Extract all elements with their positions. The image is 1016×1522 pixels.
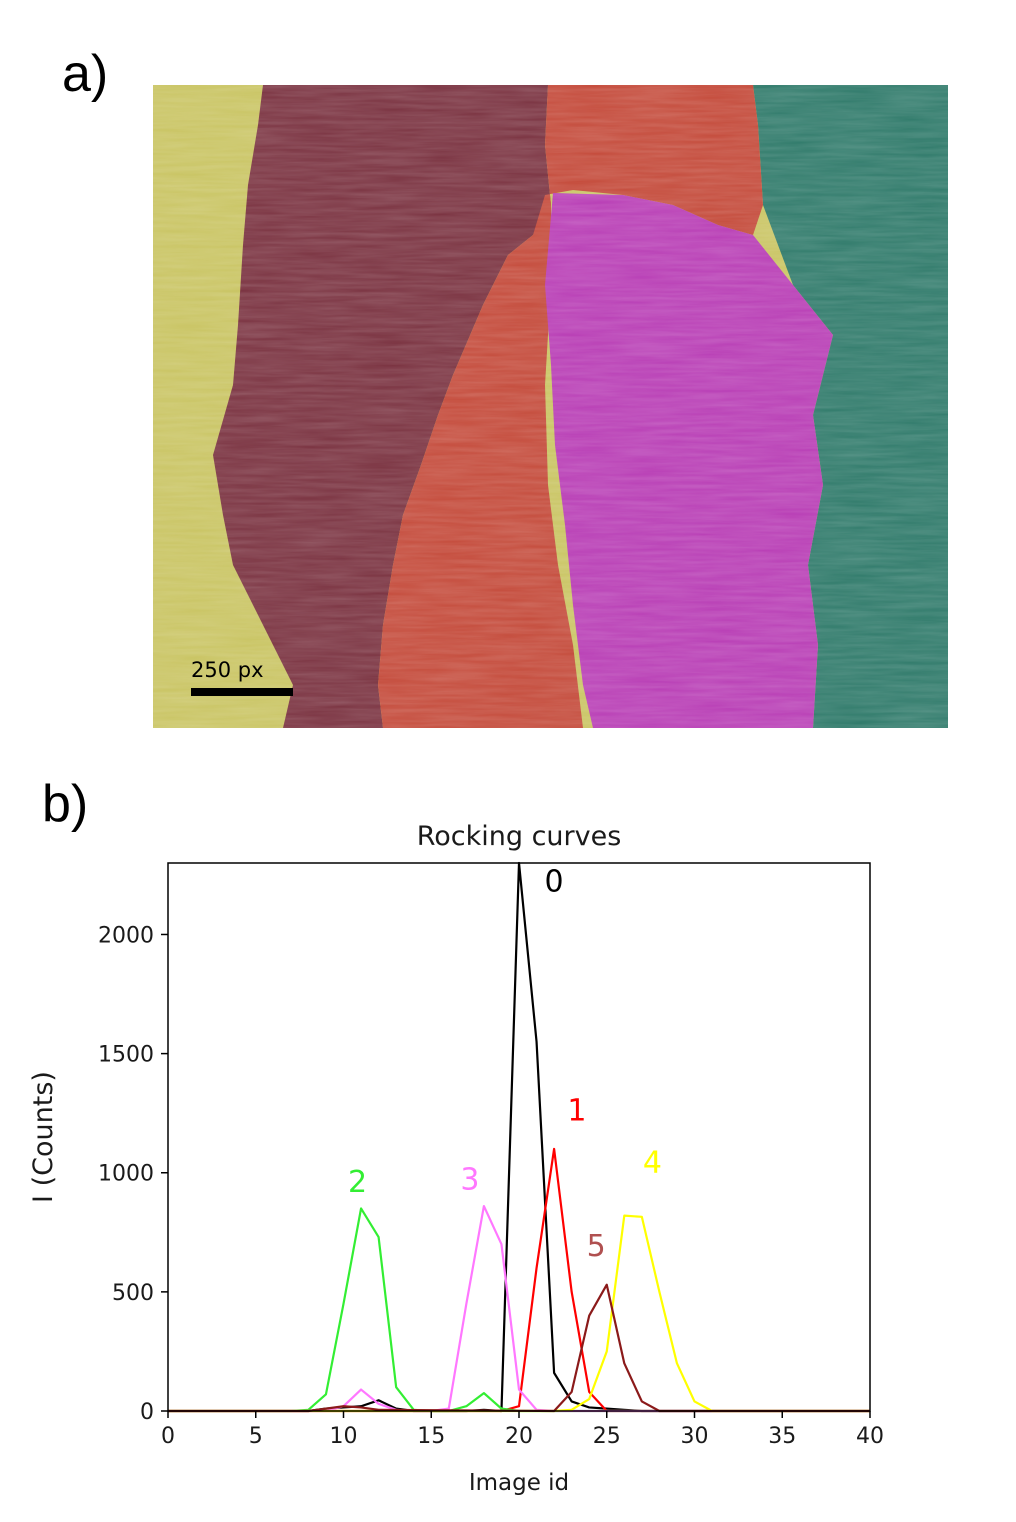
- rocking-curve-chart: Rocking curves 0 5 10 15 20 25 30 35 40 0 500 1000…: [0, 800, 1016, 1518]
- rocking-curve-plot: Rocking curves 0 5 10 15 20 25 30 35 40 05001000…: [28, 821, 884, 1496]
- y-axis: 0 500 1000 1500 2000: [98, 923, 168, 1425]
- x-tick-label: 5: [249, 1424, 263, 1449]
- series-label-3: 3: [460, 1162, 479, 1197]
- series-line-0: [168, 861, 870, 1413]
- y-tick-label: 2000: [98, 923, 154, 948]
- series-line-5: [168, 1283, 870, 1413]
- x-tick-label: 0: [161, 1424, 175, 1449]
- x-tick-label: 15: [417, 1424, 445, 1449]
- series-label-4: 4: [643, 1146, 662, 1181]
- y-tick-label: 500: [112, 1281, 154, 1306]
- series-line-3: [168, 1204, 870, 1413]
- series-line-4: [168, 1214, 870, 1413]
- y-tick-label: 0: [140, 1400, 154, 1425]
- plot-lines: [168, 861, 870, 1413]
- scale-bar: [191, 688, 293, 696]
- x-tick-label: 35: [768, 1424, 796, 1449]
- panel-a-label: a): [62, 45, 109, 103]
- x-tick-label: 30: [681, 1424, 709, 1449]
- x-axis: 0 5 10 15 20 25 30 35 40: [161, 1411, 884, 1449]
- y-tick-label: 1000: [98, 1162, 154, 1187]
- map-texture-overlay: [153, 85, 948, 728]
- x-axis-label: Image id: [469, 1470, 569, 1496]
- series-label-5: 5: [587, 1229, 606, 1264]
- series-labels: 0 1 2 3 4 5: [348, 865, 662, 1265]
- series-line-1: [168, 1147, 870, 1413]
- chart-title: Rocking curves: [417, 821, 622, 852]
- scale-bar-label: 250 px: [191, 658, 264, 682]
- series-label-0: 0: [545, 865, 564, 900]
- series-label-2: 2: [348, 1165, 367, 1200]
- series-label-1: 1: [567, 1093, 586, 1128]
- plot-frame: [167, 862, 871, 1412]
- y-axis-label: I (Counts): [28, 1071, 59, 1203]
- orientation-map: 250 px: [153, 85, 948, 728]
- x-tick-label: 20: [505, 1424, 533, 1449]
- panel-b-label: b): [42, 775, 89, 833]
- y-tick-label: 1500: [98, 1043, 154, 1068]
- x-tick-label: 10: [330, 1424, 358, 1449]
- series-line-2: [168, 1207, 870, 1413]
- x-tick-label: 25: [593, 1424, 621, 1449]
- orientation-map-image: 250 px: [153, 85, 948, 728]
- x-tick-label: 40: [856, 1424, 884, 1449]
